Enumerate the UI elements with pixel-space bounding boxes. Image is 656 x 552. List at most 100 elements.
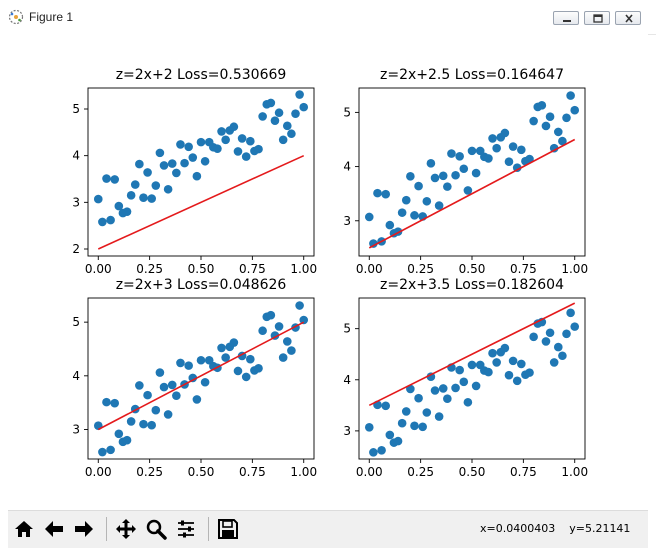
scatter-point — [184, 361, 193, 370]
scatter-point — [106, 215, 115, 225]
scatter-point — [549, 143, 559, 153]
x-tick-label: 1.00 — [561, 262, 588, 276]
scatter-point — [471, 381, 481, 391]
scatter-point — [397, 418, 407, 428]
scatter-point — [147, 420, 156, 430]
scatter-point — [258, 326, 267, 336]
scatter-point — [246, 136, 255, 146]
scatter-point — [414, 181, 423, 191]
scatter-point — [241, 372, 251, 382]
scatter-point — [163, 184, 173, 194]
forward-button[interactable] — [70, 515, 98, 543]
save-button[interactable] — [214, 515, 242, 543]
zoom-button[interactable] — [142, 515, 170, 543]
scatter-point — [422, 408, 432, 417]
scatter-point — [163, 410, 173, 419]
scatter-point — [385, 220, 395, 230]
scatter-point — [426, 159, 436, 168]
x-tick-label: 0.00 — [85, 465, 112, 479]
x-tick-label: 0.50 — [188, 262, 215, 276]
x-tick-label: 1.00 — [290, 262, 317, 276]
scatter-point — [488, 134, 497, 143]
y-tick-label: 4 — [72, 369, 80, 383]
fit-line — [97, 321, 305, 431]
scatter-point — [278, 353, 288, 362]
scatter-point — [114, 201, 124, 211]
scatter-point — [110, 398, 120, 408]
scatter-point — [525, 154, 534, 164]
x-tick-label: 0.50 — [459, 262, 486, 276]
scatter-point — [553, 127, 563, 137]
subplots-config-icon — [178, 520, 194, 538]
scatter-point — [512, 163, 522, 172]
scatter-point — [434, 412, 444, 421]
scatter-point — [151, 181, 161, 190]
scatter-point — [200, 377, 210, 387]
zoom-icon — [146, 519, 167, 540]
scatter-point — [221, 135, 230, 145]
scatter-point — [233, 366, 243, 376]
scatter-point — [254, 144, 263, 154]
scatter-point — [529, 116, 538, 126]
scatter-point — [562, 329, 571, 339]
scatter-point — [188, 373, 198, 383]
scatter-point — [282, 121, 292, 131]
scatter-point — [221, 353, 230, 362]
scatter-point — [135, 159, 144, 169]
scatter-point — [566, 308, 575, 318]
scatter-point — [147, 194, 156, 203]
scatter-point — [196, 355, 206, 365]
scatter-point — [414, 393, 423, 403]
subplot-title: z=2x+3.5 Loss=0.182604 — [380, 277, 564, 293]
x-readout: x=0.0400403 — [480, 522, 556, 535]
scatter-point — [229, 338, 239, 347]
scatter-point — [443, 394, 452, 403]
scatter-point — [102, 174, 111, 183]
scatter-point — [525, 368, 534, 377]
maximize-button[interactable] — [584, 11, 610, 25]
scatter-point — [139, 419, 148, 429]
x-tick-label: 0.50 — [188, 465, 215, 479]
minimize-icon — [563, 20, 571, 22]
scatter-point — [508, 356, 518, 366]
save-icon — [218, 519, 238, 539]
scatter-point — [545, 112, 555, 122]
scatter-point — [155, 368, 165, 377]
home-button[interactable] — [10, 515, 38, 543]
scatter-point — [291, 109, 300, 118]
x-tick-label: 1.00 — [290, 465, 317, 479]
y-tick-label: 4 — [343, 373, 351, 387]
scatter-point — [266, 98, 276, 108]
scatter-point — [558, 136, 567, 146]
scatter-point — [233, 147, 243, 156]
scatter-point — [492, 358, 501, 367]
scatter-point — [484, 154, 493, 163]
scatter-point — [172, 168, 181, 178]
pan-button[interactable] — [112, 515, 140, 543]
fit-line — [368, 138, 576, 249]
y-readout: y=5.21141 — [569, 522, 631, 535]
subplots-config-button[interactable] — [172, 515, 200, 543]
y-tick-label: 3 — [72, 195, 80, 209]
scatter-point — [110, 175, 120, 184]
scatter-point — [512, 376, 522, 386]
x-tick-label: 0.00 — [85, 262, 112, 276]
figure-canvas[interactable]: 0.00 0.25 0.50 0.75 1.00 2 3 4 5 z=2x+2 Loss=0.53… — [8, 34, 648, 510]
scatter-point — [558, 351, 567, 361]
scatter-point — [492, 143, 501, 153]
scatter-point — [192, 395, 202, 404]
scatter-point — [114, 429, 124, 439]
x-tick-label: 0.75 — [510, 465, 537, 479]
scatter-point — [217, 127, 226, 136]
back-button[interactable] — [40, 515, 68, 543]
scatter-point — [430, 173, 440, 183]
close-button[interactable] — [615, 11, 641, 25]
minimize-button[interactable] — [553, 11, 579, 25]
y-tick-label: 5 — [72, 102, 80, 116]
y-tick-label: 3 — [72, 422, 80, 436]
scatter-point — [570, 322, 580, 331]
scatter-point — [93, 194, 103, 204]
y-tick-label: 5 — [343, 322, 351, 336]
scatter-point — [504, 370, 514, 380]
y-tick-label: 4 — [72, 149, 80, 163]
